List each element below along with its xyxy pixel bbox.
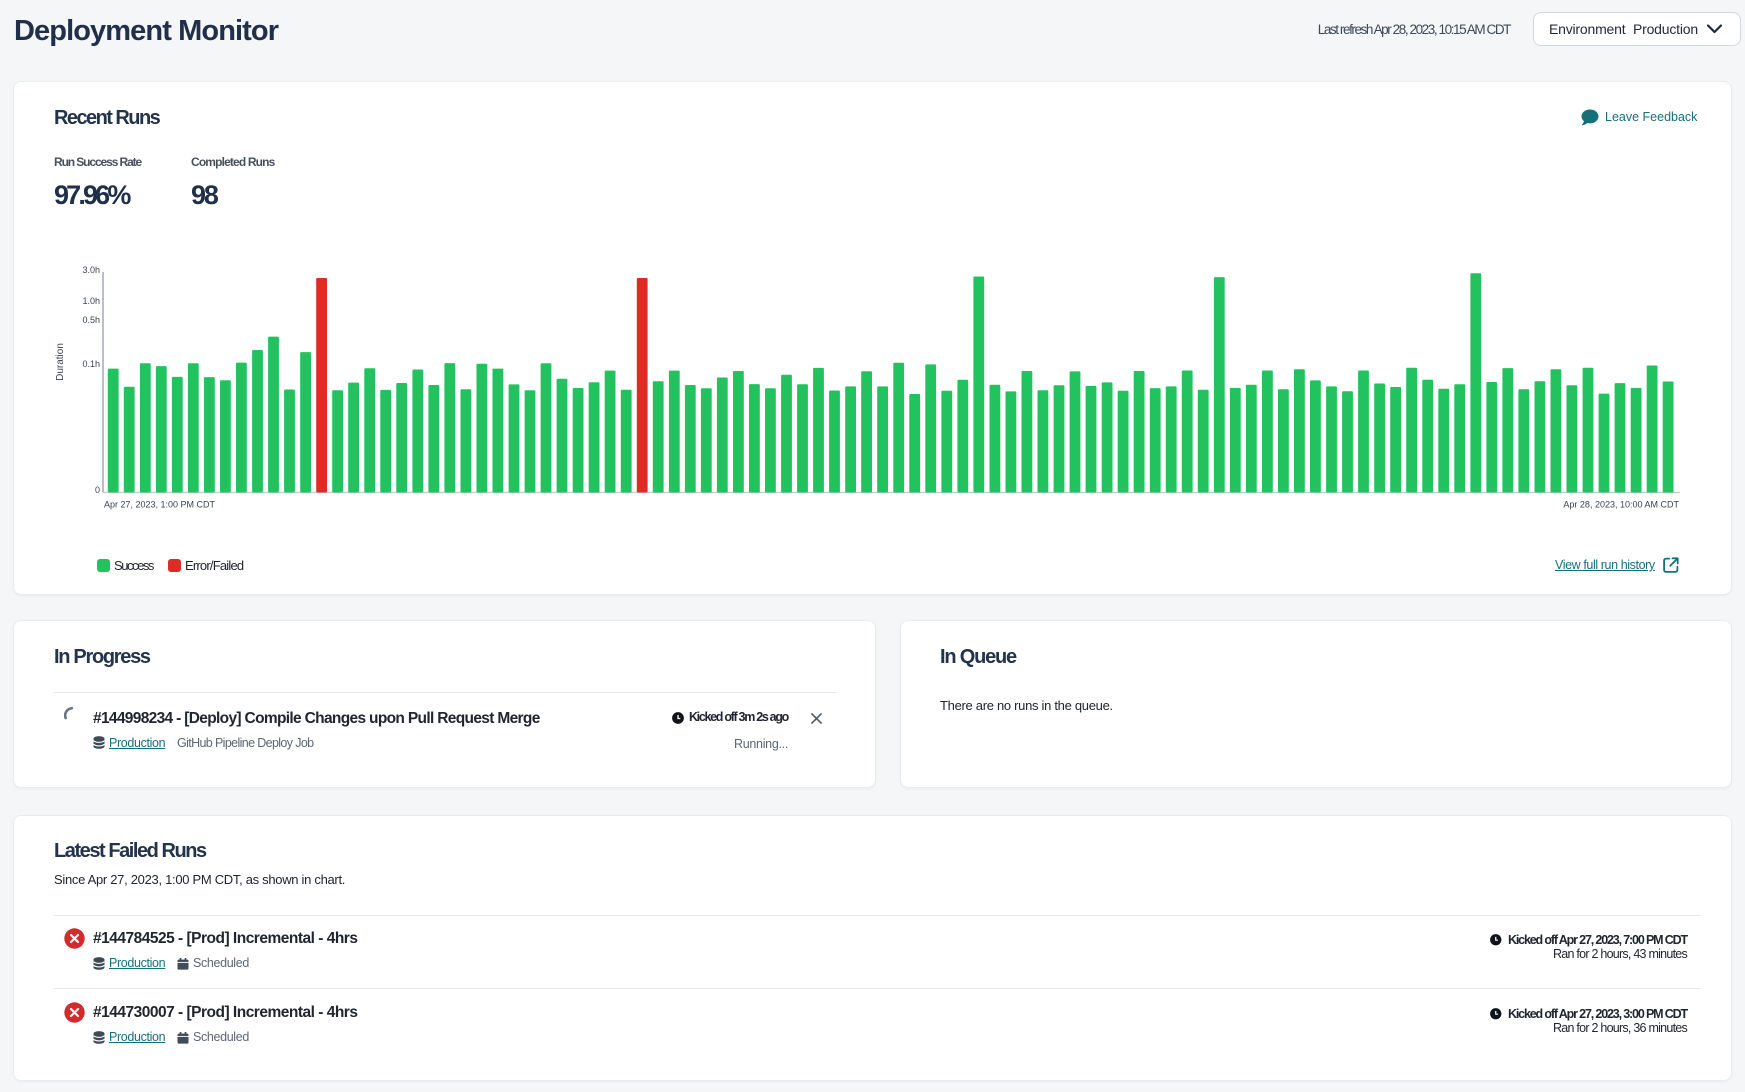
svg-text:Apr 28, 2023, 10:00 AM CDT: Apr 28, 2023, 10:00 AM CDT [1563,500,1679,510]
svg-text:1.0h: 1.0h [82,296,100,306]
svg-text:0.1h: 0.1h [82,359,100,369]
svg-text:0.5h: 0.5h [82,315,100,325]
svg-text:Apr 27, 2023, 1:00 PM CDT: Apr 27, 2023, 1:00 PM CDT [104,500,216,510]
svg-text:Duration: Duration [55,343,66,381]
svg-text:3.0h: 3.0h [82,265,100,275]
svg-text:0: 0 [95,485,100,495]
